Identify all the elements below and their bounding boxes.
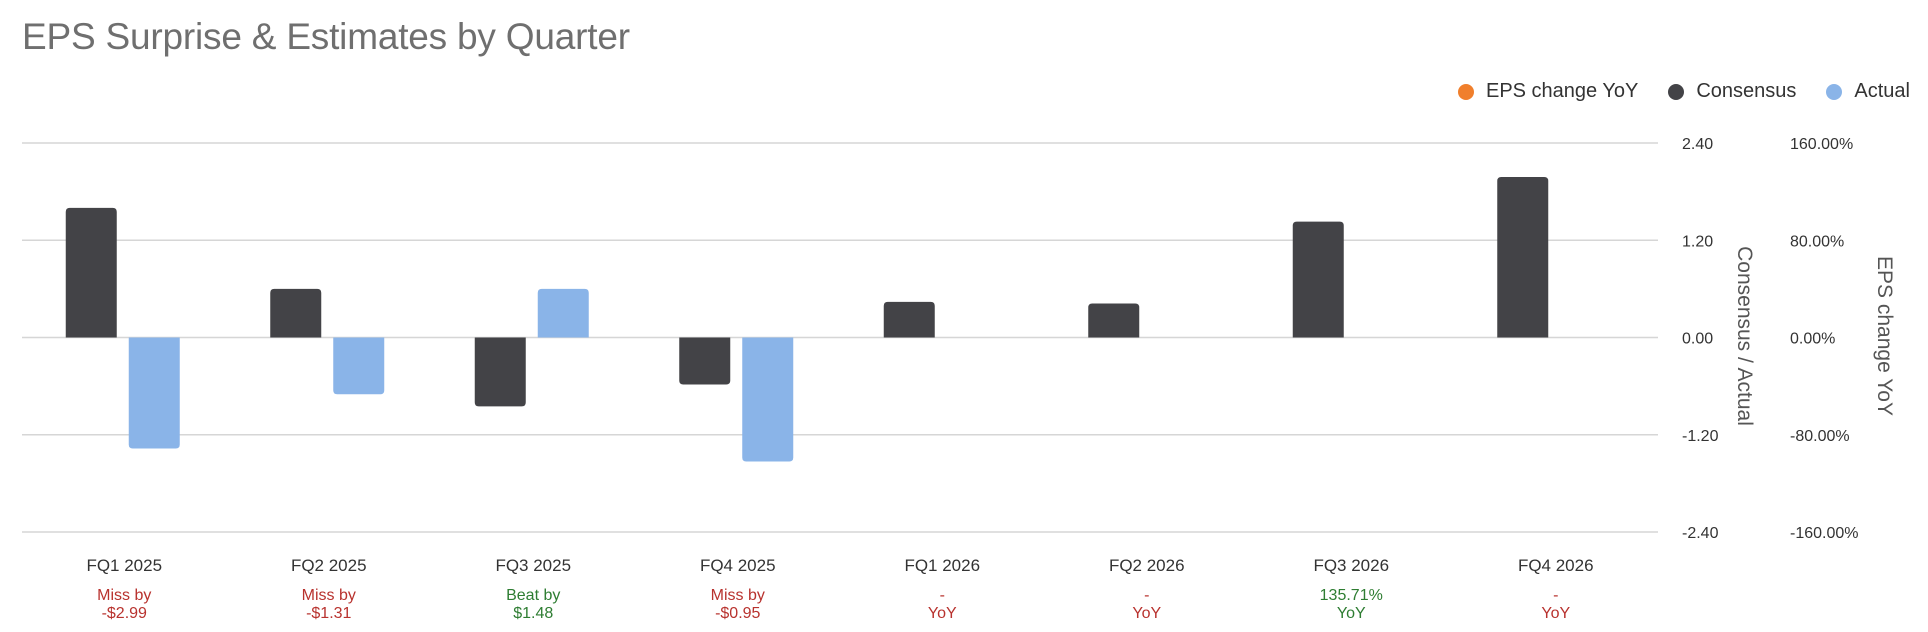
surprise-label-line1: -: [940, 587, 945, 604]
y-tick-left: 1.20: [1682, 233, 1713, 250]
bar-consensus-6[interactable]: [1088, 303, 1140, 338]
bar-consensus-1[interactable]: [65, 207, 117, 338]
x-category-label: FQ2 2025: [291, 556, 367, 575]
bar-consensus-3[interactable]: [474, 337, 526, 407]
chart-legend: EPS change YoY Consensus Actual: [1457, 80, 1910, 103]
surprise-label-line1: Miss by: [97, 587, 151, 604]
y-tick-right: 160.00%: [1790, 136, 1853, 153]
y-axis-title-left: Consensus / Actual: [1733, 246, 1756, 426]
surprise-label-line2: -$2.99: [102, 605, 147, 622]
bar-actual-2[interactable]: [333, 337, 385, 395]
surprise-label-line1: 135.71%: [1320, 587, 1383, 604]
grid-lines: [22, 142, 1658, 533]
x-category-label: FQ4 2025: [700, 556, 776, 575]
bar-consensus-7[interactable]: [1292, 221, 1344, 338]
y-tick-right: -80.00%: [1790, 428, 1850, 445]
y-tick-left: 2.40: [1682, 136, 1713, 153]
x-category-label: FQ3 2026: [1313, 556, 1389, 575]
surprise-label-line1: -: [1553, 587, 1558, 604]
x-category-label: FQ3 2025: [495, 556, 571, 575]
legend-swatch-consensus: [1668, 83, 1685, 100]
legend-label-eps-change: EPS change YoY: [1485, 80, 1639, 102]
x-category-label: FQ1 2026: [904, 556, 980, 575]
surprise-label-line1: Miss by: [302, 587, 356, 604]
surprise-label-line2: $1.48: [513, 605, 553, 622]
legend-item-eps-change[interactable]: EPS change YoY: [1457, 80, 1639, 103]
y-tick-left: 0.00: [1682, 331, 1713, 348]
bar-actual-3[interactable]: [537, 288, 589, 338]
bar-consensus-8[interactable]: [1497, 177, 1549, 338]
legend-swatch-actual: [1826, 83, 1843, 100]
axis-ticks: 2.40 160.00% 1.20 80.00% 0.00 0.00% -1.20 -80.0…: [1682, 136, 1859, 542]
y-axis-title-right: EPS change YoY: [1873, 256, 1896, 416]
y-tick-right: -160.00%: [1790, 525, 1859, 542]
legend-item-actual[interactable]: Actual: [1826, 80, 1910, 103]
bar-actual-4[interactable]: [742, 337, 794, 462]
x-category-label: FQ1 2025: [86, 556, 162, 575]
surprise-label-line1: -: [1144, 587, 1149, 604]
bar-consensus-5[interactable]: [883, 301, 935, 338]
bar-consensus-4[interactable]: [679, 337, 731, 385]
surprise-label-line1: Beat by: [506, 587, 560, 604]
legend-item-consensus[interactable]: Consensus: [1668, 80, 1796, 103]
bar-consensus-2[interactable]: [270, 288, 322, 338]
bar-actual-1[interactable]: [128, 337, 180, 449]
surprise-label-line2: YoY: [1337, 605, 1366, 622]
chart-title: EPS Surprise & Estimates by Quarter: [22, 16, 630, 57]
y-tick-left: -2.40: [1682, 525, 1719, 542]
legend-label-actual: Actual: [1854, 80, 1910, 102]
category-labels: FQ1 2025 FQ2 2025 FQ3 2025 FQ4 2025 FQ1 2026…: [86, 556, 1593, 575]
surprise-label-line2: -$1.31: [306, 605, 351, 622]
legend-swatch-eps-change: [1457, 83, 1474, 100]
y-tick-right: 80.00%: [1790, 233, 1844, 250]
surprise-label-line1: Miss by: [711, 587, 765, 604]
legend-label-consensus: Consensus: [1696, 80, 1797, 102]
y-tick-left: -1.20: [1682, 428, 1719, 445]
surprise-label-line2: YoY: [1541, 605, 1570, 622]
surprise-label-line2: -$0.95: [715, 605, 760, 622]
x-category-label: FQ2 2026: [1109, 556, 1185, 575]
surprise-label-line2: YoY: [928, 605, 957, 622]
bars: [65, 177, 1549, 462]
y-tick-right: 0.00%: [1790, 331, 1835, 348]
surprise-label-line2: YoY: [1132, 605, 1161, 622]
x-category-label: FQ4 2026: [1518, 556, 1594, 575]
